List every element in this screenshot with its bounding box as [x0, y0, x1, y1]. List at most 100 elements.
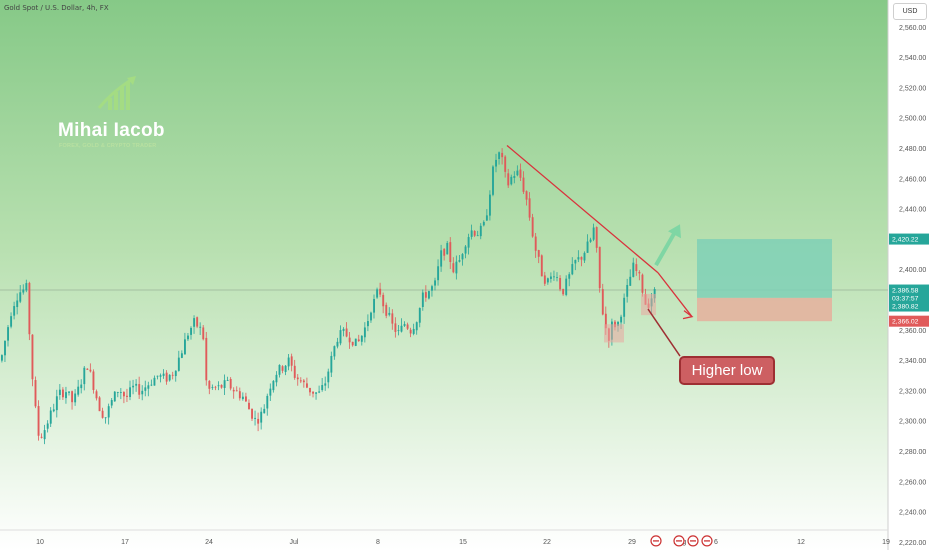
- currency-button[interactable]: USD: [893, 3, 927, 20]
- brand-logo-icon: [97, 76, 136, 110]
- candle-body: [360, 335, 363, 342]
- candle-body: [129, 387, 131, 398]
- candle-body: [290, 356, 293, 366]
- candle-body: [388, 312, 391, 315]
- candle-body: [52, 409, 55, 412]
- candle-body: [342, 328, 345, 331]
- long-position-zone[interactable]: [697, 239, 832, 322]
- candle-body: [269, 388, 272, 396]
- candle-body: [89, 369, 92, 372]
- price-tick-label: 2,360.00: [899, 328, 926, 335]
- candle-body: [165, 372, 168, 382]
- candle-body: [199, 326, 202, 328]
- candle-body: [400, 325, 403, 332]
- trendline-arrowhead: [682, 310, 694, 320]
- candle-body: [68, 391, 70, 393]
- candle-body: [263, 408, 266, 414]
- candle-body: [235, 390, 238, 392]
- stop-zone: [697, 297, 832, 322]
- candle-body: [293, 365, 296, 378]
- candle-body: [126, 395, 128, 397]
- candle-body: [226, 380, 229, 381]
- highlight-box: [604, 324, 624, 343]
- candle-body: [223, 380, 226, 388]
- candle-body: [489, 194, 491, 216]
- bullish-arrow-shaft: [654, 229, 678, 267]
- candle-body: [540, 255, 543, 277]
- price-tag: [889, 292, 929, 304]
- candle-body: [653, 289, 656, 299]
- candle-body: [583, 252, 586, 261]
- time-tick-label: 8: [376, 539, 380, 546]
- price-axis-ticks: 2,220.00 2,240.00 2,260.00 2,280.00 2,300.00…: [899, 25, 926, 547]
- candle-body: [306, 383, 308, 388]
- candle-body: [71, 391, 74, 403]
- candle-body: [635, 264, 638, 271]
- price-axis-panel[interactable]: [888, 0, 932, 550]
- time-tick-label: 10: [36, 539, 44, 546]
- candle-body: [559, 277, 562, 290]
- candle-body: [434, 280, 436, 286]
- candle-body: [22, 289, 25, 293]
- time-tick-label: 15: [459, 539, 467, 546]
- candle-body: [492, 166, 494, 195]
- candle-body: [95, 391, 98, 399]
- candle-body: [589, 239, 592, 242]
- candle-body: [257, 418, 260, 424]
- price-tick-label: 2,240.00: [899, 510, 926, 517]
- candle-body: [391, 313, 394, 324]
- candle-body: [16, 300, 19, 308]
- candle-body: [403, 324, 406, 326]
- price-tag: [889, 315, 929, 327]
- candle-body: [440, 250, 443, 267]
- candle-body: [485, 215, 488, 221]
- candle-body: [553, 276, 555, 278]
- candle-body: [281, 366, 284, 371]
- price-tag-label: 03:37:57: [892, 296, 919, 303]
- candle-body: [10, 316, 13, 327]
- candle-body: [205, 337, 208, 381]
- candle-body: [245, 396, 247, 402]
- candle-body: [339, 330, 342, 344]
- candle-body: [379, 288, 382, 295]
- time-tick-label: 24: [205, 539, 213, 546]
- candle-body: [113, 391, 116, 402]
- candle-body: [19, 292, 22, 302]
- candle-body: [119, 392, 122, 393]
- candle-body: [586, 241, 589, 253]
- time-tick-label: 19: [882, 539, 890, 546]
- event-markers[interactable]: [650, 535, 713, 547]
- price-tick-label: 2,460.00: [899, 176, 926, 183]
- candle-body: [522, 177, 525, 192]
- candle-body: [556, 277, 558, 278]
- price-tick-label: 2,320.00: [899, 388, 926, 395]
- time-tick-label: 22: [543, 539, 551, 546]
- candle-body: [135, 383, 138, 386]
- candle-body: [144, 387, 147, 391]
- candle-body: [354, 338, 357, 346]
- candle-body: [617, 321, 619, 327]
- candle-body: [13, 306, 16, 316]
- candle-body: [458, 260, 461, 262]
- candle-body: [217, 385, 220, 387]
- candle-body: [382, 294, 385, 307]
- time-tick-label: 17: [121, 539, 129, 546]
- candle-body: [138, 384, 141, 395]
- symbol-title: Gold Spot / U.S. Dollar, 4h, FX: [4, 4, 109, 12]
- time-tick-label: 29: [628, 539, 636, 546]
- candle-body: [4, 340, 6, 356]
- candle-body: [116, 392, 119, 393]
- candle-body: [31, 334, 34, 380]
- candle-body: [482, 221, 485, 226]
- candle-body: [516, 170, 519, 176]
- candle-body: [238, 391, 241, 399]
- candle-body: [504, 156, 507, 172]
- candle-body: [162, 373, 165, 376]
- candle-body: [543, 275, 546, 284]
- candle-body: [424, 292, 427, 298]
- candle-body: [528, 198, 531, 218]
- candle-body: [513, 176, 516, 178]
- candle-body: [104, 417, 107, 419]
- candle-body: [565, 278, 568, 295]
